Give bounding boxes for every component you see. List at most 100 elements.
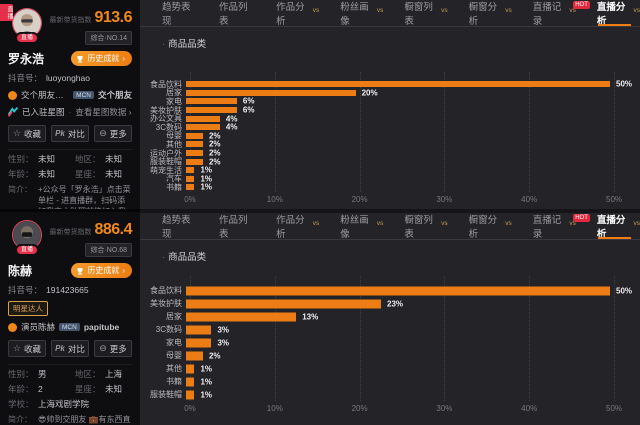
avatar[interactable]: 直播	[12, 220, 42, 254]
favorite-button[interactable]: ☆ 收藏	[8, 340, 46, 357]
bar-value: 50%	[616, 79, 633, 89]
tab-works-analysis[interactable]: 作品分析 vs	[276, 0, 319, 27]
bar[interactable]	[186, 150, 203, 157]
category-label: 母婴	[166, 131, 182, 141]
bar[interactable]	[186, 175, 195, 182]
category-label: 书籍	[166, 377, 182, 386]
mcn-name[interactable]: 交个朋友	[97, 90, 132, 100]
bar-value: 1%	[200, 174, 213, 184]
xingtu-icon	[8, 107, 18, 117]
x-tick: 20%	[351, 194, 368, 204]
tab-works-analysis[interactable]: 作品分析 vs	[276, 213, 319, 240]
tab-works-list[interactable]: 作品列表	[219, 0, 255, 27]
bar[interactable]	[186, 286, 610, 295]
bar-value: 6%	[242, 105, 255, 115]
avatar[interactable]: 直播	[12, 8, 42, 42]
bar[interactable]	[186, 81, 610, 88]
tab-trend[interactable]: 趋势表现	[162, 0, 198, 27]
tab-fans-profile[interactable]: 粉丝画像 vs	[340, 213, 383, 240]
category-label: 服装鞋帽	[150, 390, 182, 399]
bar[interactable]	[186, 167, 195, 174]
bar[interactable]	[186, 312, 297, 321]
tab-window-list[interactable]: 橱窗列表 vs	[404, 213, 447, 240]
tabbar: 趋势表现 作品列表 作品分析 vs 粉丝画像 vs 橱窗列表 vs 橱窗分析 vs 直播记录 vs HO…	[140, 0, 640, 27]
bar[interactable]	[186, 107, 237, 114]
tab-window-analysis[interactable]: 橱窗分析 vs	[468, 213, 512, 240]
tab-label: 橱窗列表	[404, 2, 433, 27]
mcn-name[interactable]: papitube	[83, 322, 120, 332]
tab-works-list[interactable]: 作品列表	[219, 213, 255, 240]
org-name[interactable]: 演员陈赫	[21, 322, 56, 332]
gridline	[529, 276, 531, 401]
tab-live-record[interactable]: 直播记录 vs HOT	[532, 213, 590, 240]
achievement-button[interactable]: 历史成就 ›	[71, 51, 132, 66]
tab-label: 直播分析	[596, 215, 626, 240]
chart-row: 书籍 1%	[146, 183, 632, 192]
category-label: 居家	[166, 312, 182, 321]
bar-value: 2%	[208, 157, 221, 167]
gridline	[444, 276, 446, 401]
bar[interactable]	[186, 132, 203, 139]
hot-badge: HOT	[573, 1, 590, 9]
tab-live-analysis[interactable]: 直播分析 vs	[596, 213, 640, 240]
tab-live-record[interactable]: 直播记录 vs HOT	[533, 0, 590, 27]
bar[interactable]	[186, 338, 212, 347]
bar[interactable]	[186, 124, 220, 131]
gender-value: 未知	[38, 154, 56, 164]
bar-track: 4%	[186, 123, 610, 132]
achievement-button[interactable]: 历史成就 ›	[71, 263, 132, 278]
more-button[interactable]: ⊖ 更多	[94, 340, 132, 357]
bar[interactable]	[186, 115, 220, 122]
avatar-image	[12, 220, 42, 250]
age-label: 年龄：	[8, 384, 34, 394]
chart-row: 汽车 1%	[146, 174, 632, 184]
tab-label: 直播记录	[532, 215, 562, 240]
bar[interactable]	[186, 141, 203, 148]
bar[interactable]	[186, 377, 195, 386]
mcn-badge: MCN	[59, 323, 80, 331]
tab-window-list[interactable]: 橱窗列表 vs	[404, 0, 447, 27]
xingtu-data-link[interactable]: 查看星图数据 ›	[75, 107, 132, 117]
star-icon: ☆	[12, 128, 22, 138]
douyin-id: luoyonghao	[46, 73, 90, 83]
bar-track: 1%	[186, 362, 610, 375]
org-name[interactable]: 交个朋友科技首席推…	[21, 90, 69, 100]
bar[interactable]	[186, 89, 356, 96]
bar-value: 2%	[208, 351, 221, 360]
bar-track: 2%	[186, 149, 610, 158]
bar-track: 2%	[186, 157, 610, 166]
tab-window-analysis[interactable]: 橱窗分析 vs	[469, 0, 512, 27]
bar[interactable]	[186, 364, 195, 373]
more-button[interactable]: ⊖ 更多	[94, 125, 132, 142]
bar[interactable]	[186, 184, 195, 191]
category-label: 其他	[166, 364, 182, 373]
star-talent-badge: 明星达人	[8, 301, 48, 316]
bar[interactable]	[186, 390, 195, 399]
favorite-button[interactable]: ☆ 收藏	[8, 125, 46, 142]
compare-button[interactable]: Pk 对比	[51, 340, 89, 357]
bar[interactable]	[186, 98, 237, 105]
more-icon: ⊖	[99, 128, 107, 138]
x-axis: 0% 10% 20% 30% 40% 50%	[184, 401, 622, 415]
bar[interactable]	[186, 158, 203, 165]
org-logo-icon	[8, 322, 17, 332]
bar-value: 1%	[200, 182, 213, 192]
tab-fans-profile[interactable]: 粉丝画像 vs	[340, 0, 383, 27]
tab-live-analysis[interactable]: 直播分析 vs	[597, 0, 640, 27]
chart-row: 母婴 2%	[146, 349, 632, 362]
profile-name: 陈赫	[8, 264, 33, 278]
compare-button[interactable]: Pk 对比	[51, 125, 89, 142]
tab-label: 橱窗列表	[404, 215, 433, 240]
gridline	[614, 276, 615, 401]
analysis-panel-luoyonghao: 趋势表现 作品列表 作品分析 vs 粉丝画像 vs 橱窗列表 vs 橱窗分析 vs 直播记录 vs HO…	[140, 0, 640, 209]
tab-label: 橱窗分析	[468, 215, 498, 240]
bar[interactable]	[186, 299, 382, 308]
region-value: 未知	[105, 154, 123, 164]
bar-track: 1%	[186, 388, 610, 401]
bar[interactable]	[186, 351, 203, 360]
chart-row: 其他 2%	[146, 140, 632, 149]
tab-trend[interactable]: 趋势表现	[162, 213, 198, 240]
bar[interactable]	[186, 325, 212, 334]
bar-track: 3%	[186, 323, 610, 336]
